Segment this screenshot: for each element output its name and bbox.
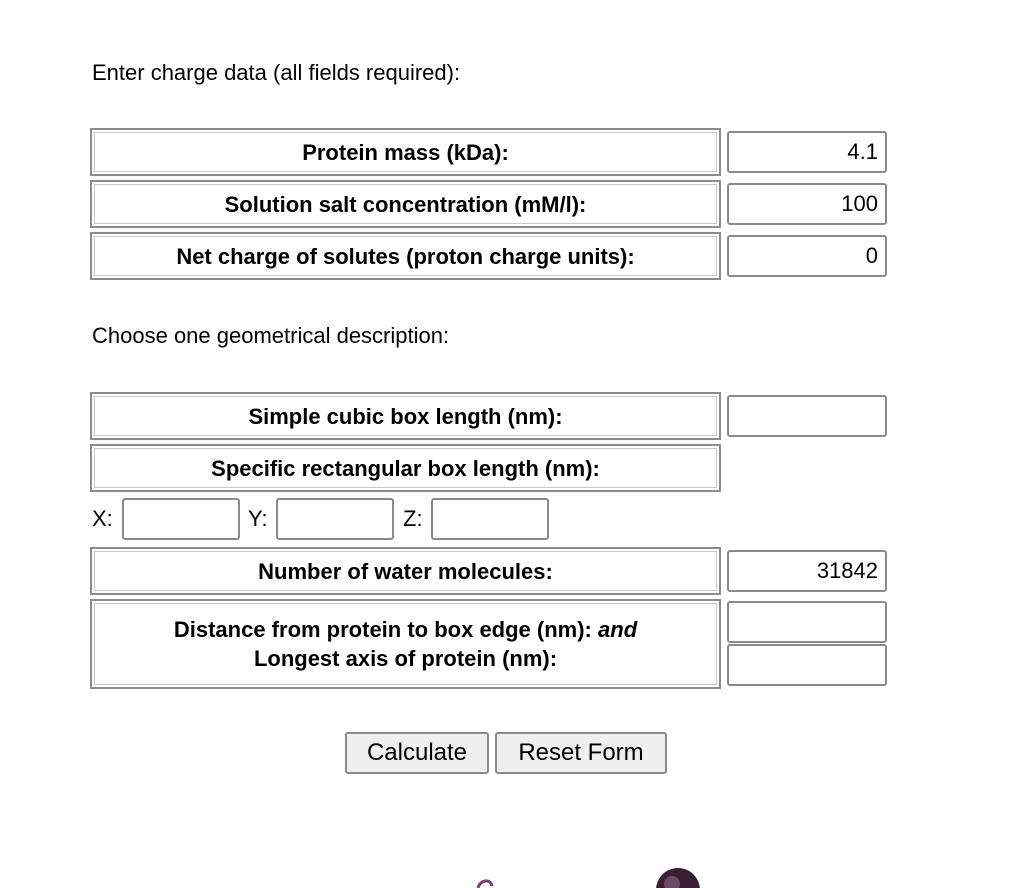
distance-axis-label-box: Distance from protein to box edge (nm): … (90, 599, 721, 689)
salt-concentration-label-box: Solution salt concentration (mM/l): (90, 180, 721, 228)
water-molecules-label: Number of water molecules: (258, 558, 553, 584)
calculate-button[interactable]: Calculate (345, 732, 489, 774)
y-label: Y: (248, 506, 268, 531)
molecule-logo-icon (440, 860, 740, 888)
reset-form-button[interactable]: Reset Form (495, 732, 667, 774)
distance-label: Distance from protein to box edge (nm): (173, 617, 592, 642)
water-molecules-label-box: Number of water molecules: (90, 547, 721, 595)
distance-axis-label: Distance from protein to box edge (nm): … (174, 615, 637, 673)
z-input[interactable] (431, 498, 549, 540)
rect-box-label-box: Specific rectangular box length (nm): (90, 444, 721, 492)
x-label: X: (92, 506, 113, 531)
y-input[interactable] (276, 498, 394, 540)
x-input[interactable] (122, 498, 240, 540)
protein-mass-input[interactable] (727, 131, 887, 173)
longest-axis-label: Longest axis of protein (nm): (253, 646, 558, 671)
protein-mass-label-box: Protein mass (kDa): (90, 128, 721, 176)
protein-mass-label: Protein mass (kDa): (302, 139, 509, 165)
z-label: Z: (403, 506, 423, 531)
net-charge-label: Net charge of solutes (proton charge uni… (176, 243, 635, 269)
cubic-box-label: Simple cubic box length (nm): (248, 403, 563, 429)
cubic-box-input[interactable] (727, 395, 887, 437)
and-label: and (598, 617, 638, 642)
rect-box-label: Specific rectangular box length (nm): (211, 455, 600, 481)
net-charge-input[interactable] (727, 235, 887, 277)
salt-concentration-input[interactable] (727, 183, 887, 225)
longest-axis-input[interactable] (727, 644, 887, 686)
geometry-section-heading: Choose one geometrical description: (92, 323, 450, 348)
charge-section-heading: Enter charge data (all fields required): (92, 60, 461, 85)
cubic-box-label-box: Simple cubic box length (nm): (90, 392, 721, 440)
distance-input[interactable] (727, 601, 887, 643)
salt-concentration-label: Solution salt concentration (mM/l): (224, 191, 587, 217)
net-charge-label-box: Net charge of solutes (proton charge uni… (90, 232, 721, 280)
water-molecules-input[interactable] (727, 550, 887, 592)
